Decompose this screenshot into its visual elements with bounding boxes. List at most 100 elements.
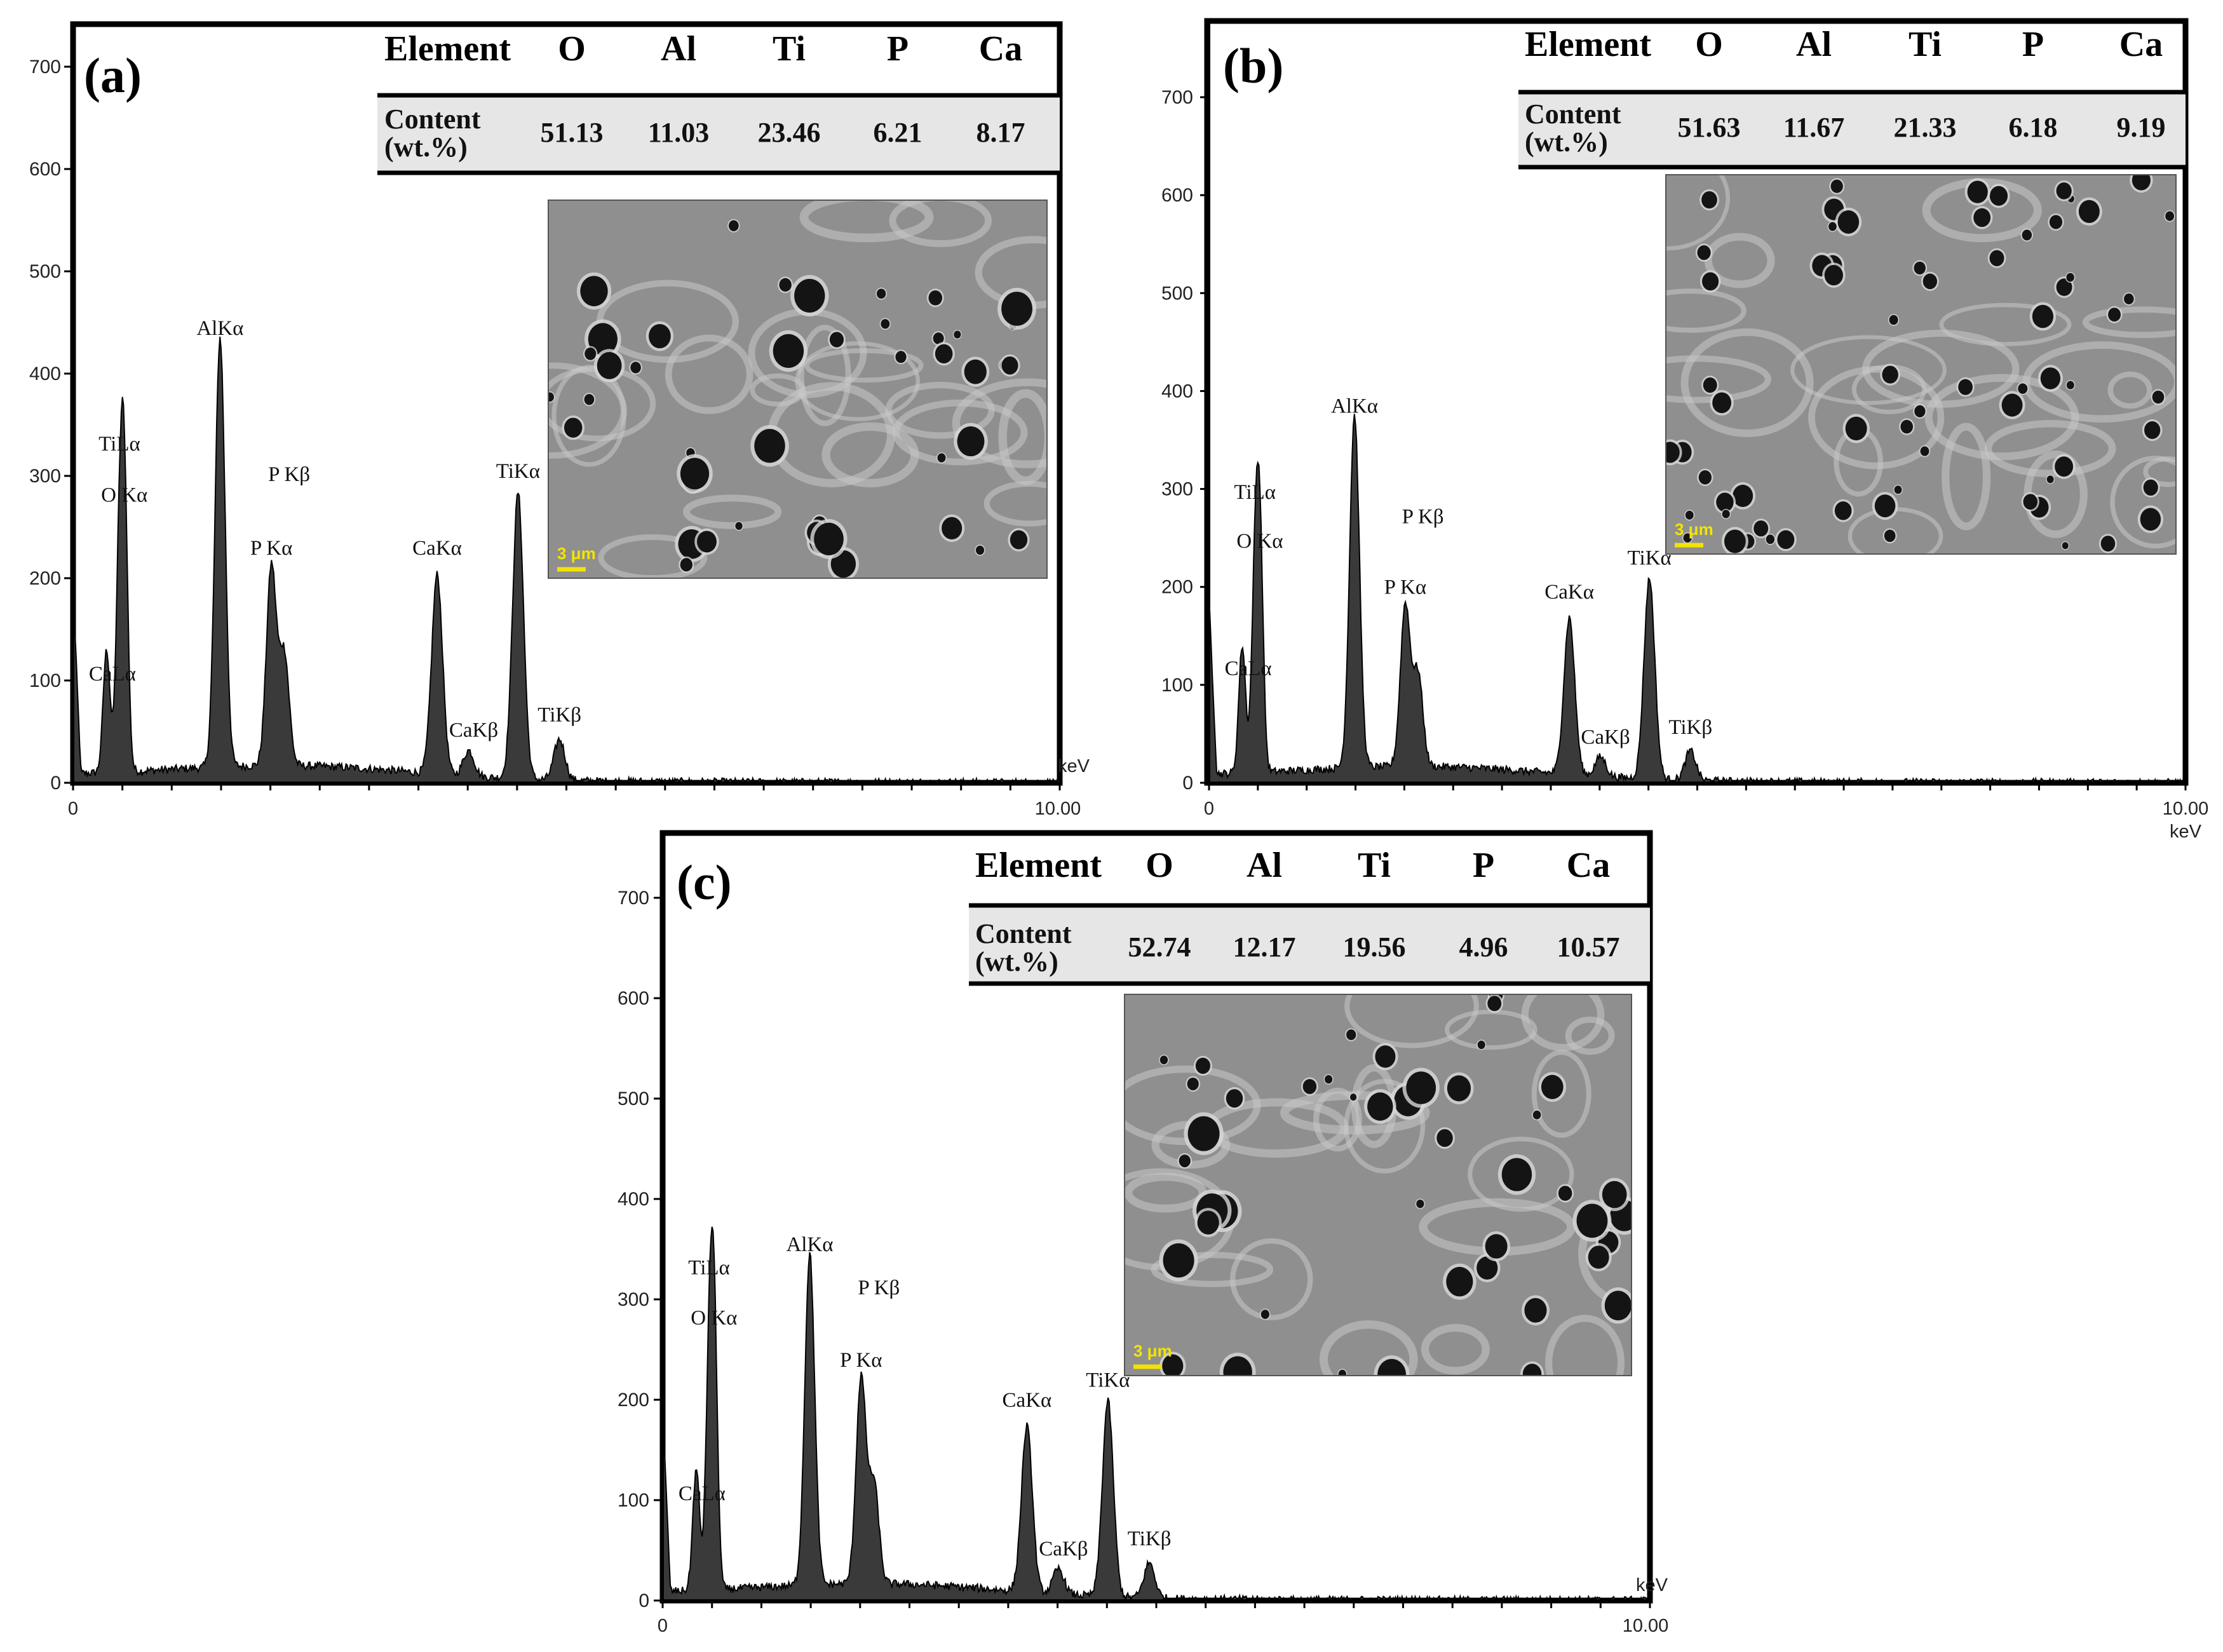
- micrograph-pore: [942, 517, 963, 540]
- micrograph-ridge: [683, 494, 782, 529]
- peak-label-tikβ: TiKβ: [1128, 1527, 1172, 1550]
- micrograph-pore: [1777, 530, 1795, 550]
- micrograph-pore: [1828, 222, 1837, 231]
- micrograph-pore: [1602, 1181, 1627, 1209]
- micrograph-pore: [630, 362, 641, 374]
- micrograph-pore: [895, 351, 907, 363]
- micrograph-pore: [2040, 367, 2061, 389]
- micrograph-pore: [1325, 1075, 1333, 1084]
- peak-label-cakα: CaKα: [1544, 581, 1594, 604]
- micrograph-pore: [1874, 494, 1896, 518]
- micrograph-pore: [1406, 1071, 1436, 1104]
- micrograph-pore: [2056, 278, 2072, 296]
- y-tick-label: 500: [618, 1088, 649, 1109]
- micrograph-pore: [680, 558, 693, 572]
- micrograph-ridge: [1229, 1238, 1313, 1320]
- table-row-label: Content: [1525, 98, 1621, 130]
- peak-label-alkα: AlKα: [196, 317, 243, 340]
- table-value-al: 12.17: [1233, 931, 1296, 963]
- table-element-ti: Ti: [1909, 25, 1942, 64]
- table-element-al: Al: [1796, 25, 1832, 64]
- micrograph-pore: [2049, 215, 2063, 229]
- micrograph-pore: [1766, 534, 1775, 545]
- micrograph-ridge: [1790, 335, 1947, 405]
- x-unit-label: keV: [1636, 1575, 1668, 1595]
- micrograph-pore: [935, 344, 953, 363]
- x-tick-label: 10.00: [2163, 799, 2209, 819]
- table-header-label: Element: [1525, 25, 1651, 64]
- micrograph-pore: [1576, 1203, 1608, 1238]
- y-tick-label: 200: [618, 1390, 649, 1411]
- panel-c: 0 100 200 300 400 500 600 700 0 10.00 keV TiLα O Kα A…: [618, 830, 1668, 1636]
- y-tick-label: 200: [1161, 577, 1193, 598]
- micrograph-pore: [2032, 304, 2053, 328]
- table-value-ca: 9.19: [2117, 112, 2166, 143]
- micrograph-ridge: [1666, 288, 1747, 333]
- micrograph-pore: [1226, 1089, 1243, 1108]
- micrograph-pore: [729, 220, 739, 231]
- micrograph-ridge: [665, 334, 753, 414]
- peak-label-tilα: TiLα: [688, 1257, 730, 1280]
- micrograph-pore: [680, 457, 710, 490]
- micrograph-ridge: [1545, 1315, 1625, 1376]
- micrograph-pore: [1685, 510, 1694, 520]
- y-tick-label: 300: [618, 1289, 649, 1310]
- table-row-background: [969, 905, 1650, 984]
- micrograph-pore: [1698, 470, 1712, 485]
- micrograph-pore: [937, 453, 946, 463]
- micrograph-pore: [2100, 536, 2116, 552]
- micrograph-pore: [2124, 293, 2134, 305]
- micrograph-pore: [697, 531, 717, 553]
- micrograph-pore: [964, 359, 987, 384]
- micrograph-pore: [1703, 377, 1717, 393]
- micrograph-pore: [2132, 175, 2151, 191]
- y-tick-label: 300: [29, 466, 61, 487]
- micrograph-pore: [1001, 356, 1018, 375]
- micrograph-ridge: [998, 389, 1047, 485]
- table-value-ca: 8.17: [976, 117, 1025, 148]
- micrograph-ridge: [889, 200, 992, 247]
- micrograph-pore: [649, 323, 671, 349]
- scale-bar-label: 3 μm: [557, 544, 596, 563]
- micrograph-ridge: [1808, 365, 1945, 470]
- panel-label: (c): [677, 855, 732, 910]
- micrograph-ridge: [1468, 1137, 1574, 1212]
- panel-b: 0 100 200 300 400 500 600 700 0 10.00 keV TiLα O Kα A…: [1161, 18, 2209, 842]
- y-tick-label: 100: [618, 1490, 649, 1511]
- table-value-o: 52.74: [1128, 931, 1191, 963]
- peak-label-alkα: AlKα: [1331, 395, 1378, 417]
- micrograph-pore: [1377, 1358, 1407, 1376]
- micrograph-pore: [2143, 479, 2158, 496]
- micrograph-ridge: [1565, 1016, 1615, 1055]
- micrograph-pore: [1197, 1210, 1219, 1235]
- table-value-al: 11.03: [648, 117, 710, 148]
- table-value-ti: 21.33: [1894, 112, 1957, 143]
- micrograph-pore: [1722, 510, 1730, 518]
- table-element-p: P: [887, 29, 909, 69]
- table-row-background: [377, 95, 1060, 173]
- micrograph-pore: [1882, 365, 1898, 384]
- table-element-ca: Ca: [979, 29, 1022, 69]
- micrograph-pore: [1845, 416, 1867, 441]
- peak-label-pkα: P Kα: [1384, 576, 1427, 599]
- micrograph-pore: [1724, 529, 1746, 553]
- micrograph-pore: [830, 550, 856, 578]
- panel-label: (a): [84, 48, 142, 103]
- micrograph-pore: [1375, 1045, 1396, 1068]
- micrograph-pore: [1416, 1199, 1424, 1209]
- x-tick-label: 0: [1204, 799, 1214, 819]
- micrograph-pore: [584, 347, 597, 360]
- micrograph-pore: [1223, 1356, 1252, 1376]
- micrograph-pore: [2062, 542, 2069, 550]
- peak-label-cakβ: CaKβ: [1039, 1538, 1088, 1561]
- micrograph-pore: [1712, 392, 1732, 414]
- micrograph-ridge: [1319, 1320, 1418, 1376]
- micrograph-pore: [1588, 1245, 1609, 1269]
- table-element-al: Al: [661, 29, 696, 69]
- peak-label-cakβ: CaKβ: [1581, 726, 1630, 748]
- micrograph-pore: [1914, 405, 1926, 417]
- peak-label-okα: O Kα: [101, 484, 147, 506]
- spectrum-area: [662, 1226, 1650, 1603]
- micrograph-pore: [1884, 529, 1896, 543]
